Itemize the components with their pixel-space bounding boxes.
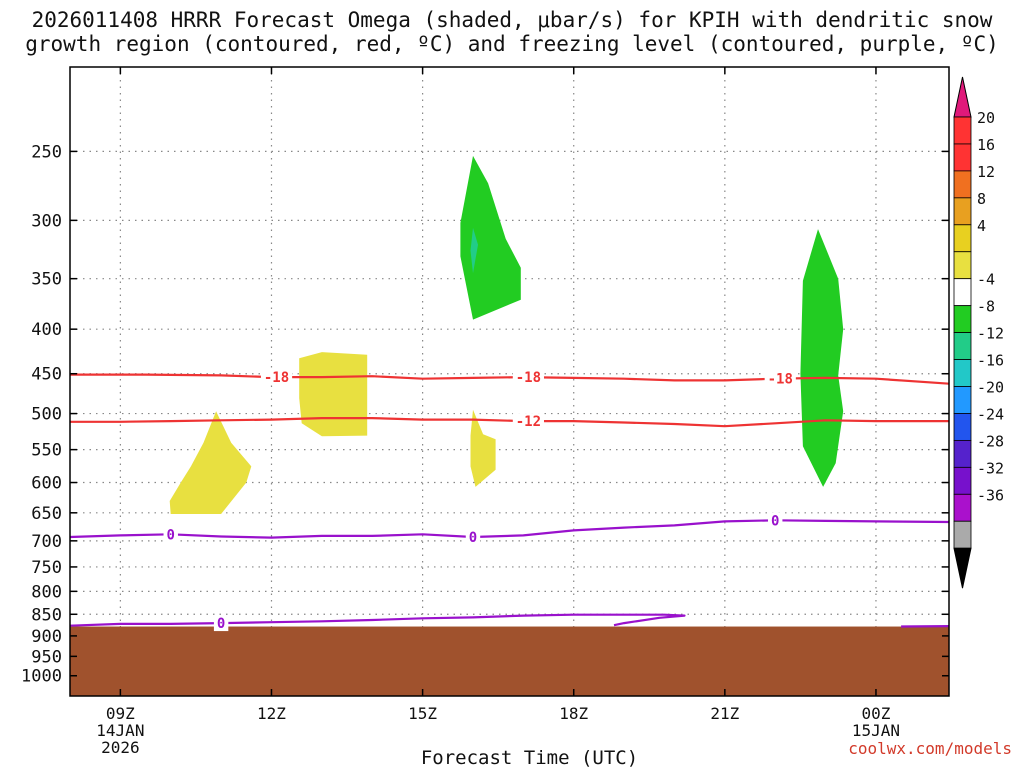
colorbar-label: -4	[977, 271, 995, 289]
colorbar-label: 4	[977, 217, 986, 235]
freezing-level-contour	[69, 519, 950, 539]
omega-region	[460, 155, 521, 320]
contour-label: -12	[516, 414, 541, 430]
colorbar-bin	[953, 143, 972, 172]
source-credit: coolwx.com/models	[848, 739, 1012, 758]
omega-region	[169, 411, 252, 514]
gridlines	[70, 67, 949, 696]
y-tick-label: 850	[31, 605, 62, 625]
y-tick-label: 550	[31, 441, 62, 461]
colorbar: 20 16 12 8 4 -4 -8 -12 -16 -20 -24 -28 -32 -36	[953, 76, 1004, 589]
colorbar-label: -32	[977, 459, 1004, 477]
contour-label-bg	[768, 512, 783, 529]
colorbar-bin	[953, 305, 972, 333]
x-tick-label: 15JAN	[852, 721, 900, 740]
y-tick-label: 300	[31, 211, 62, 231]
colorbar-bin	[953, 466, 972, 495]
colorbar-bin	[953, 278, 972, 307]
x-tick-label: 12Z	[257, 704, 286, 723]
freezing-level-contour	[69, 613, 686, 627]
y-tick-label: 800	[31, 582, 62, 602]
colorbar-bin	[953, 413, 972, 441]
y-tick-label: 350	[31, 270, 62, 290]
omega-shading	[169, 155, 844, 514]
colorbar-bin	[953, 386, 972, 414]
chart-title-line-2: growth region (contoured, red, ºC) and f…	[25, 32, 999, 56]
colorbar-bin	[953, 116, 972, 145]
contour-label: 0	[469, 530, 477, 546]
contour-labels: -18 -18 -18 -12 0 0 0 0	[163, 369, 796, 632]
colorbar-bin	[953, 251, 972, 280]
colorbar-bin	[953, 439, 972, 468]
contour-label: -18	[264, 370, 289, 386]
colorbar-label: 8	[977, 190, 986, 208]
contour-label-bg	[213, 615, 229, 632]
colorbar-bin	[953, 359, 972, 387]
y-tick-label: 250	[31, 142, 62, 162]
axes: 2503003504004505005506006507007508008509…	[21, 66, 950, 768]
colorbar-label: 20	[977, 109, 995, 127]
colorbar-bin	[953, 493, 972, 522]
dgz-contour	[70, 417, 949, 428]
colorbar-label: -8	[977, 298, 995, 316]
y-tick-label: 900	[31, 627, 62, 647]
x-tick-label: 21Z	[710, 704, 739, 723]
colorbar-label: 12	[977, 163, 995, 181]
colorbar-label: -36	[977, 486, 1004, 504]
omega-region	[299, 352, 368, 437]
colorbar-bin	[953, 332, 972, 360]
contour-label-bg	[465, 529, 481, 546]
colorbar-bin	[953, 197, 972, 226]
colorbar-bottom-arrow	[953, 547, 972, 589]
contour-label: -18	[516, 370, 541, 386]
chart-title: 2026011408 HRRR Forecast Omega (shaded, …	[0, 8, 1024, 56]
x-tick-label: 15Z	[408, 704, 437, 723]
contour-label: 0	[167, 527, 175, 543]
y-tick-label: 500	[31, 405, 62, 425]
y-tick-label: 750	[31, 558, 62, 578]
terrain	[70, 626, 949, 696]
colorbar-label: -16	[977, 352, 1004, 370]
colorbar-label: 16	[977, 136, 995, 154]
colorbar-bin	[953, 520, 972, 549]
plot-frame	[69, 66, 950, 697]
omega-region	[800, 229, 844, 487]
omega-region	[470, 409, 496, 487]
x-tick-label: 2026	[101, 738, 140, 757]
y-tick-label: 1000	[21, 667, 62, 687]
contour-label-bg	[163, 526, 178, 543]
x-tick-label: 14JAN	[96, 721, 144, 740]
y-tick-label: 600	[31, 474, 62, 494]
chart-title-line-1: 2026011408 HRRR Forecast Omega (shaded, …	[31, 8, 993, 32]
colorbar-label: -24	[977, 405, 1004, 423]
colorbar-label: -12	[977, 325, 1004, 343]
contour-label-bg	[260, 369, 293, 386]
contour-label-bg	[764, 370, 796, 387]
y-tick-label: 450	[31, 365, 62, 385]
colorbar-bin	[953, 170, 972, 199]
contour-label-bg	[512, 369, 544, 386]
y-tick-label: 950	[31, 647, 62, 667]
colorbar-top-arrow	[953, 76, 972, 118]
ground-surface	[70, 626, 949, 696]
x-tick-label: 00Z	[862, 704, 891, 723]
contour-label: 0	[771, 513, 779, 529]
colorbar-label: -20	[977, 379, 1004, 397]
x-axis-title: Forecast Time (UTC)	[421, 747, 638, 768]
y-tick-label: 400	[31, 320, 62, 340]
x-tick-label: 09Z	[106, 704, 135, 723]
y-tick-label: 650	[31, 504, 62, 524]
colorbar-bin	[953, 224, 972, 253]
contour-label: 0	[217, 616, 225, 632]
contour-label-bg	[512, 413, 544, 430]
colorbar-label: -28	[977, 432, 1004, 450]
x-tick-label: 18Z	[559, 704, 588, 723]
omega-region	[470, 227, 478, 274]
y-tick-label: 700	[31, 532, 62, 552]
contour-label: -18	[768, 372, 793, 388]
